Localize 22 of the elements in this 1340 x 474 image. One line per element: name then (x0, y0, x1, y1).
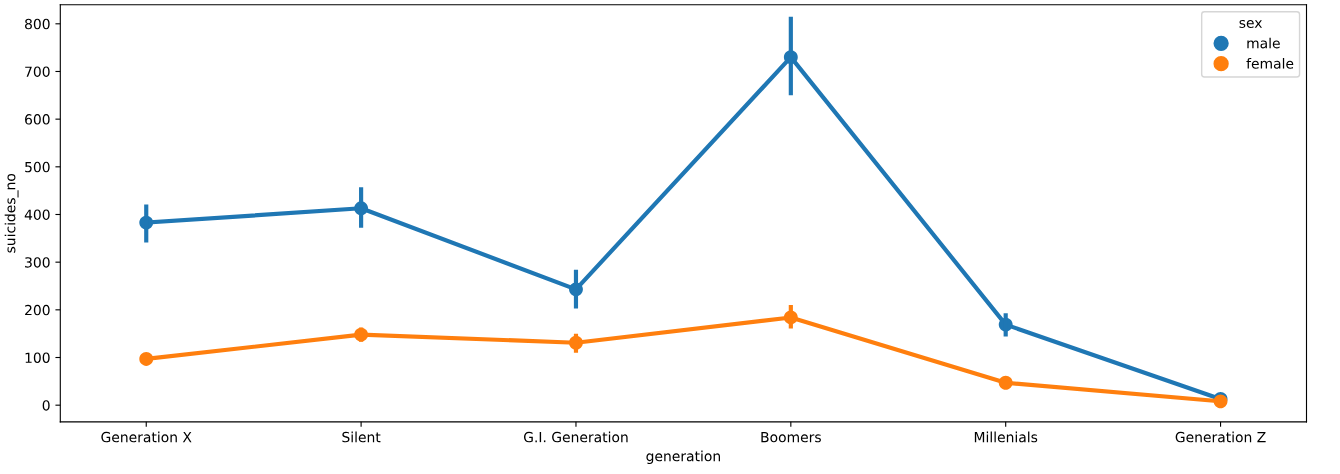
y-tick-label: 200 (25, 304, 50, 316)
y-tick-label: 100 (25, 352, 50, 363)
x-tick-label: Generation X (101, 431, 192, 443)
y-tick-label: 700 (25, 66, 50, 77)
legend-label: male (1247, 37, 1280, 49)
point (139, 351, 154, 366)
x-tick-label: Generation Z (1175, 431, 1266, 443)
y-tick-label: 300 (25, 257, 50, 268)
point (998, 375, 1013, 390)
y-tick-label: 400 (24, 209, 50, 220)
x-tick-label: Boomers (761, 432, 821, 443)
x-tick-label: Silent (342, 431, 381, 443)
y-tick-label: 500 (25, 161, 50, 173)
x-tick-label: G.I. Generation (523, 431, 628, 443)
x-tick-label: Millenials (974, 431, 1038, 443)
x-axis-title: generation (646, 450, 720, 465)
y-tick-label: 0 (42, 400, 50, 411)
y-tick-label: 600 (25, 114, 50, 125)
legend-title: sex (1239, 20, 1263, 28)
y-tick-label: 800 (25, 18, 50, 30)
legend-label: female (1246, 58, 1294, 69)
y-axis-title: suicides_no (4, 173, 19, 253)
